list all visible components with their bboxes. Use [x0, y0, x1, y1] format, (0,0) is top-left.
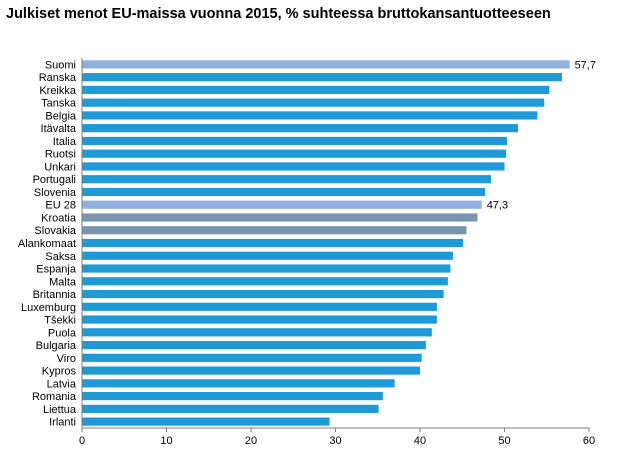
category-label: Latvia	[47, 378, 77, 390]
x-axis-ticks: 0 10 20 30 40 50 60	[79, 428, 595, 447]
category-label: Tšekki	[44, 315, 76, 327]
bar	[82, 187, 486, 197]
category-label: Kroatia	[41, 212, 77, 224]
bar	[82, 85, 550, 94]
bars	[82, 60, 570, 426]
category-label: Luxemburg	[21, 302, 76, 314]
category-label: EU 28	[45, 200, 76, 212]
x-tick-label: 30	[329, 435, 341, 447]
bar	[82, 392, 383, 401]
category-label: Viro	[57, 353, 76, 365]
bar	[82, 417, 330, 426]
category-label: Alankomaat	[18, 238, 76, 250]
category-labels: SuomiRanskaKreikkaTanskaBelgiaItävaltaIt…	[18, 59, 77, 428]
category-label: Kypros	[42, 366, 77, 378]
data-label: 47,3	[487, 200, 508, 212]
category-label: Belgia	[45, 110, 76, 122]
bar	[82, 379, 395, 388]
category-label: Puola	[48, 327, 77, 339]
category-label: Britannia	[33, 289, 77, 301]
category-label: Tanska	[41, 98, 77, 110]
category-label: Portugali	[33, 174, 76, 186]
bar	[82, 200, 482, 209]
category-label: Slovenia	[34, 187, 77, 199]
bar	[82, 353, 422, 362]
category-label: Bulgaria	[36, 340, 77, 352]
data-labels: 57,7 47,3	[487, 59, 596, 211]
category-label: Ruotsi	[45, 149, 76, 161]
bar	[82, 277, 448, 286]
bar	[82, 328, 432, 337]
category-label: Suomi	[45, 59, 76, 71]
bar	[82, 175, 491, 184]
bar	[82, 124, 519, 133]
x-tick-label: 20	[245, 435, 257, 447]
bar	[82, 98, 545, 107]
bar	[82, 315, 437, 324]
bar	[82, 213, 478, 222]
bar	[82, 60, 570, 69]
x-tick-label: 10	[160, 435, 172, 447]
x-tick-label: 50	[498, 435, 510, 447]
category-label: Romania	[32, 391, 77, 403]
bar	[82, 136, 508, 146]
bar	[82, 226, 467, 235]
category-label: Itävalta	[41, 123, 77, 135]
bar	[82, 302, 437, 311]
category-label: Kreikka	[39, 85, 77, 97]
bar	[82, 238, 464, 248]
bar	[82, 264, 451, 273]
category-label: Espanja	[36, 264, 77, 276]
bar	[82, 251, 453, 260]
bar	[82, 404, 379, 413]
bar	[82, 73, 562, 82]
bar	[82, 111, 538, 120]
category-label: Saksa	[45, 251, 76, 263]
category-label: Italia	[53, 136, 77, 148]
x-tick-label: 40	[414, 435, 426, 447]
x-tick-label: 60	[583, 435, 595, 447]
category-label: Ranska	[39, 72, 77, 84]
bar	[82, 289, 444, 299]
bar	[82, 162, 505, 171]
category-label: Malta	[49, 276, 77, 288]
category-label: Unkari	[44, 161, 76, 173]
x-tick-label: 0	[79, 435, 85, 447]
data-label: 57,7	[575, 59, 596, 71]
bar	[82, 366, 420, 375]
category-label: Irlanti	[49, 417, 76, 429]
category-label: Slovakia	[34, 225, 76, 237]
category-label: Liettua	[43, 404, 77, 416]
bar	[82, 340, 426, 350]
chart-title: Julkiset menot EU-maissa vuonna 2015, % …	[6, 6, 551, 22]
bar	[82, 149, 507, 158]
